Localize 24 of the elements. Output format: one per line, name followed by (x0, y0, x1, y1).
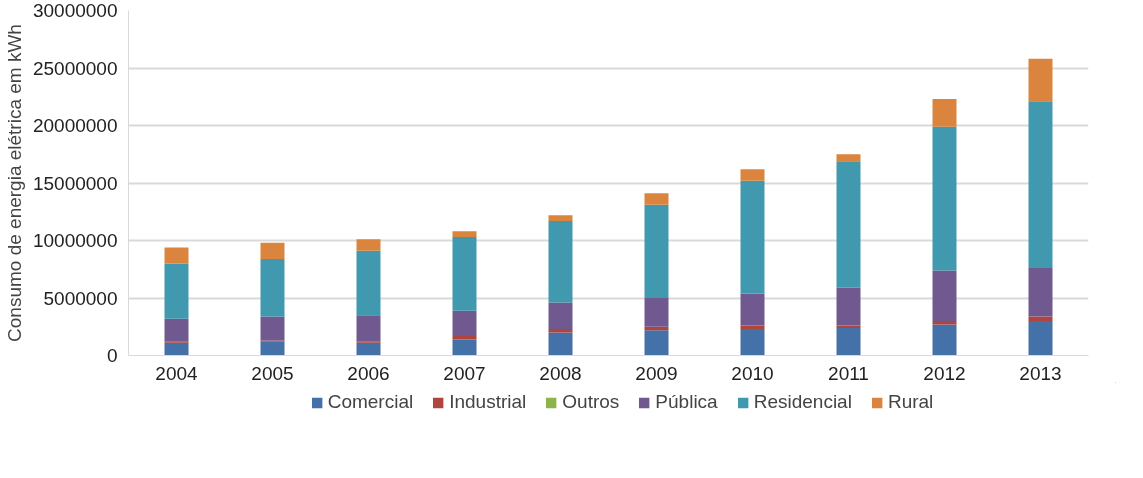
x-tick-label: 2012 (923, 362, 966, 384)
y-tick-label: 0 (106, 345, 118, 366)
y-axis-title: Consumo de energia elétrica em kWh (3, 24, 25, 342)
y-tick-label: 25000000 (32, 57, 118, 79)
y-tick-label: 20000000 (32, 115, 118, 136)
x-tick-label: 2006 (347, 362, 390, 384)
x-tick-label: 2013 (1019, 362, 1062, 384)
legend-label: Residencial (753, 391, 852, 413)
y-tick-label: 5000000 (43, 287, 118, 309)
x-tick-label: 2009 (635, 362, 678, 384)
x-tick-label: 2007 (443, 362, 486, 384)
y-tick-label: 15000000 (32, 172, 118, 194)
x-tick-label: 2008 (539, 362, 582, 384)
legend-label: Rural (887, 391, 934, 413)
legend-label: Outros (562, 391, 620, 413)
y-tick-label: 10000000 (32, 230, 118, 251)
x-tick-label: 2010 (731, 362, 774, 384)
legend-label: Comercial (327, 391, 414, 413)
x-tick-label: 2005 (251, 362, 294, 384)
x-tick-label: 2004 (155, 362, 199, 384)
x-tick-label: 2011 (828, 362, 869, 384)
legend-label: Pública (655, 391, 718, 413)
legend-label: Industrial (449, 391, 527, 413)
y-tick-label: 30000000 (32, 0, 118, 21)
